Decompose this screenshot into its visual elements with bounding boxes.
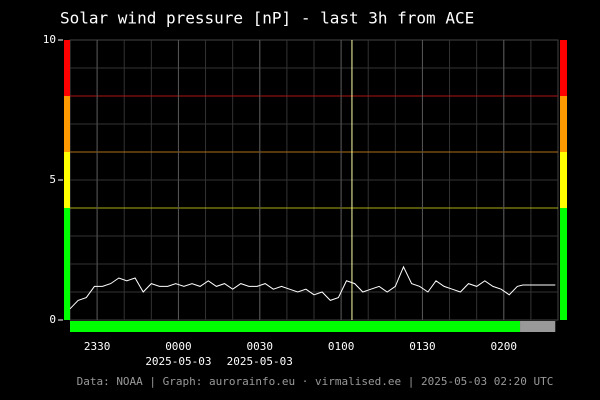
date-label: 2025-05-03 xyxy=(145,355,211,368)
status-segment xyxy=(70,321,521,332)
x-tick-label: 0100 xyxy=(328,340,355,353)
band-right xyxy=(560,208,567,320)
x-tick-label: 0200 xyxy=(491,340,518,353)
band-right xyxy=(560,40,567,96)
y-tick-label: 10 xyxy=(43,33,56,46)
x-tick-label: 0130 xyxy=(409,340,436,353)
band-left xyxy=(64,96,70,152)
x-tick-label: 2330 xyxy=(84,340,111,353)
x-tick-label: 0030 xyxy=(247,340,274,353)
band-left xyxy=(64,152,70,208)
band-right xyxy=(560,152,567,208)
x-tick-label: 0000 xyxy=(165,340,192,353)
chart-title: Solar wind pressure [nP] - last 3h from … xyxy=(60,9,474,28)
data-line xyxy=(69,265,556,310)
band-right xyxy=(560,96,567,152)
band-left xyxy=(64,40,70,96)
band-left xyxy=(64,208,70,320)
y-tick-label: 0 xyxy=(49,313,56,326)
y-tick-label: 5 xyxy=(49,173,56,186)
status-segment xyxy=(520,321,556,332)
footer: Data: NOAA | Graph: aurorainfo.eu · virm… xyxy=(77,375,554,388)
date-label: 2025-05-03 xyxy=(227,355,293,368)
